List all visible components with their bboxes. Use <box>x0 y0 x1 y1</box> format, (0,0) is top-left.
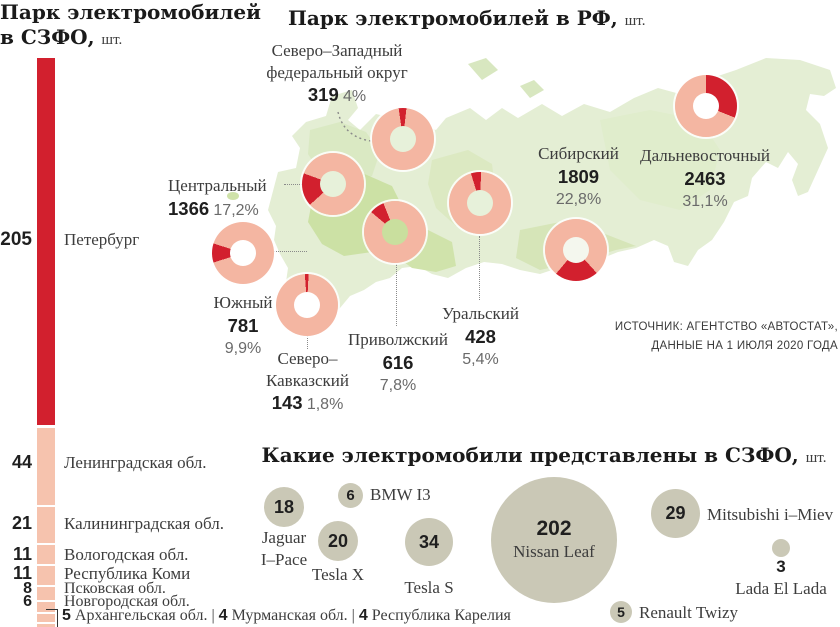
bar-value: 4 <box>218 607 228 624</box>
bar-value: 44 <box>11 452 32 472</box>
district-label-south: Южный 781 9,9% <box>213 293 273 358</box>
bar-label: Петербург <box>64 230 140 249</box>
bar-value: 8 <box>23 580 32 597</box>
bar-value: 11 <box>12 544 32 564</box>
source-note: ИСТОЧНИК: АГЕНТСТВО «АВТОСТАТ», ДАННЫЕ Н… <box>614 321 838 352</box>
left-chart-title: Парк электромобилей в СЗФО, шт. <box>0 0 261 49</box>
donut-hole <box>693 93 719 119</box>
district-label-central: Центральный 1366 17,2% <box>168 176 267 219</box>
bubble-label-renault: Renault Twizy <box>639 603 739 622</box>
bubble-mitsubishi: 29 <box>651 489 700 538</box>
bubble-label-bmw: BMW I3 <box>370 485 431 504</box>
bubble-bmw: 6 <box>338 483 363 508</box>
bar-segment-komi <box>37 566 55 585</box>
left-chart-unit: шт. <box>101 32 123 48</box>
bubble-chart-unit: шт. <box>805 450 827 466</box>
bar-value: 6 <box>23 593 32 610</box>
bar-segment-vologda <box>37 545 55 564</box>
donut-ural <box>449 172 511 234</box>
bar-value: 5 <box>62 607 71 624</box>
donut-ncaucasus <box>276 274 338 336</box>
map-chart-title: Парк электромобилей в РФ, шт. <box>288 6 646 30</box>
bar-label: Новгородская обл. <box>64 593 190 610</box>
bar-value: 21 <box>11 513 32 533</box>
bar-value: 11 <box>12 563 32 583</box>
bar-label: Мурманская обл. <box>231 607 348 624</box>
bar-value: 4 <box>358 607 368 624</box>
bubble-label-jaguar: Jaguar I–Pace <box>260 528 308 570</box>
bubble-label-lada: 3 Lada El Lada <box>735 557 827 599</box>
map-kaliningrad-dot <box>227 192 239 200</box>
bar-footer-bracket <box>46 609 58 627</box>
district-label-szfo: Северо–Западный федеральный округ 319 4% <box>266 41 408 106</box>
bar-label: Архангельская обл. <box>74 607 208 624</box>
district-label-fareast: Дальневосточный 2463 31,1% <box>640 146 770 211</box>
bubble-tesla-x: 20 <box>318 521 358 561</box>
donut-hole <box>467 190 493 216</box>
bar-label: Республика Коми <box>64 564 191 583</box>
donut-fareast <box>675 75 737 137</box>
bubble-lada <box>772 539 790 557</box>
leader-south <box>274 251 307 252</box>
bubble-renault: 5 <box>610 601 632 623</box>
bar-segment-arkhangelsk <box>37 614 55 622</box>
donut-hole <box>382 219 408 245</box>
map-island-1 <box>468 58 498 80</box>
bubble-chart-title: Какие электромобили представлены в СЗФО,… <box>261 443 827 467</box>
bar-label: Калининградская обл. <box>64 514 224 533</box>
bubble-label-tesla-s: Tesla S <box>404 578 454 597</box>
donut-volga <box>364 201 426 263</box>
leader-volga <box>396 264 397 326</box>
district-label-ural: Уральский 428 5,4% <box>442 304 519 369</box>
bar-label: Вологодская обл. <box>64 545 189 564</box>
bar-segment-kaliningrad <box>37 507 55 543</box>
leader-central <box>284 184 304 185</box>
bar-footer-row: 5 Архангельская обл. | 4 Мурманская обл.… <box>62 607 511 625</box>
leader-ural <box>479 236 480 300</box>
bar-segment-leningrad <box>37 428 55 505</box>
donut-hole <box>294 292 320 318</box>
district-label-volga: Приволжский 616 7,8% <box>348 330 448 395</box>
bar-label: Ленинградская обл. <box>64 453 207 472</box>
map-island-2 <box>520 80 544 98</box>
donut-hole <box>563 237 589 263</box>
bar-label: Республика Карелия <box>371 607 511 624</box>
donut-south <box>212 222 274 284</box>
bubble-tesla-s: 34 <box>405 518 453 566</box>
map-region-yakutia <box>600 110 720 210</box>
donut-szfo <box>372 108 434 170</box>
donut-hole <box>320 171 346 197</box>
donut-hole <box>230 240 256 266</box>
donut-siberia <box>545 219 607 281</box>
separator: | <box>351 607 355 624</box>
separator: | <box>211 607 215 624</box>
donut-hole <box>390 126 416 152</box>
bar-segment-novgorod <box>37 602 55 612</box>
district-label-siberia: Сибирский 1809 22,8% <box>538 144 619 209</box>
leader-ncaucasus <box>307 336 308 349</box>
district-label-ncaucasus: Северо– Кавказский 143 1,8% <box>266 349 349 414</box>
bubble-jaguar: 18 <box>264 487 304 527</box>
donut-central <box>302 153 364 215</box>
bar-value: 205 <box>0 229 32 250</box>
bar-label: Псковская обл. <box>64 580 166 597</box>
map-chart-unit: шт. <box>624 13 646 29</box>
bar-segment-murmansk <box>37 624 55 627</box>
bubble-label-tesla-x: Tesla X <box>311 565 365 584</box>
bubble-label-mitsubishi: Mitsubishi i–Miev <box>707 505 834 524</box>
bar-segment-petersburg <box>37 58 55 425</box>
bubble-nissan-leaf: 202 Nissan Leaf <box>491 477 617 603</box>
bar-segment-pskov <box>37 587 55 600</box>
